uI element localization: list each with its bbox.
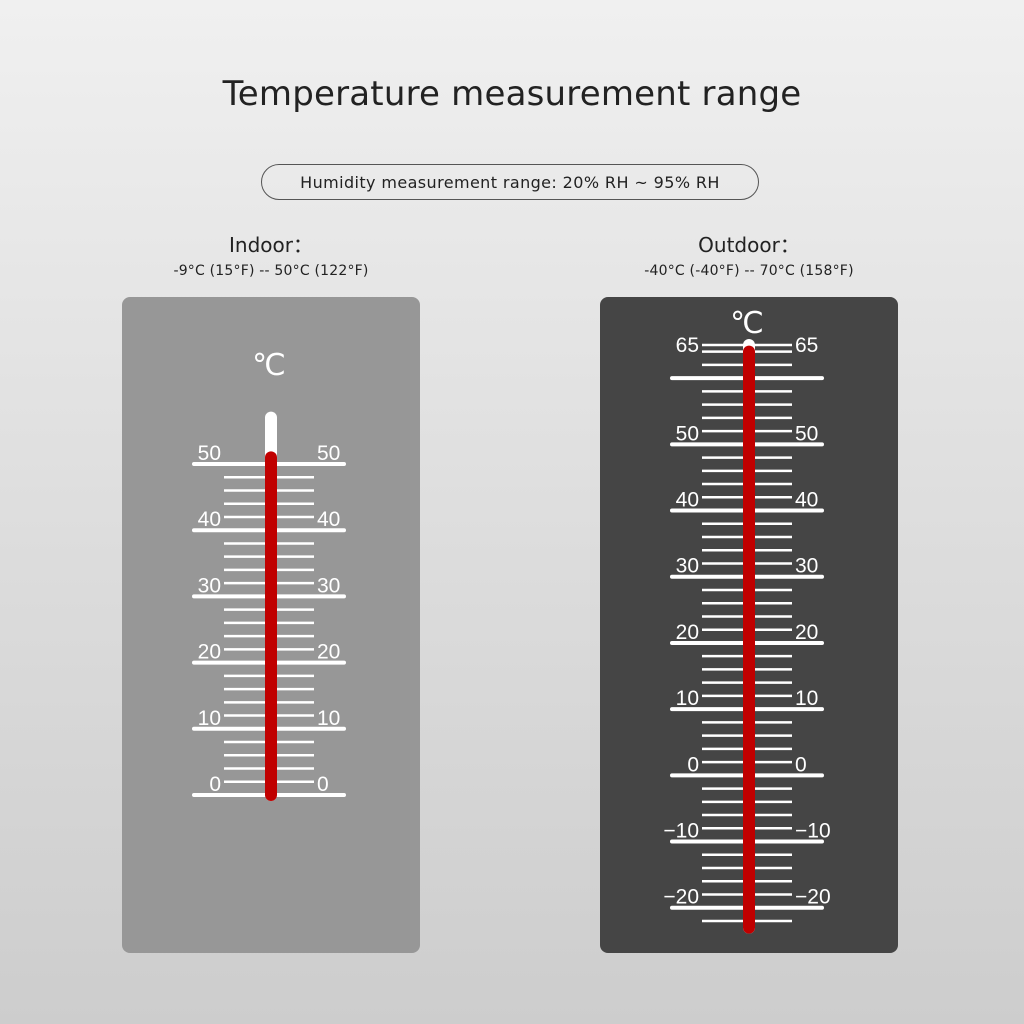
indoor-scale-label-left: 40 [198,508,221,531]
indoor-celsius-unit: ℃ [252,348,286,383]
outdoor-scale-label-left: −20 [663,886,699,909]
outdoor-scale-label-left: 10 [676,687,699,710]
outdoor-scale-label-left: 0 [687,753,699,776]
indoor-scale-label-right: 50 [317,442,340,465]
indoor-range: -9°C (15°F) -- 50°C (122°F) [173,263,369,279]
outdoor-scale-label-left: 50 [676,422,699,445]
outdoor-scale-label-left: 20 [676,621,699,644]
indoor-heading: Indoor： -9°C (15°F) -- 50°C (122°F) [121,233,421,281]
outdoor-scale-label-left: 65 [676,334,699,357]
indoor-mercury-column [265,451,277,801]
outdoor-scale-label-right: −10 [795,820,831,843]
outdoor-heading: Outdoor： -40°C (-40°F) -- 70°C (158°F) [599,233,899,281]
indoor-thermometer-panel: 50 50 40 40 30 30 20 20 10 10 0 0 ℃ [122,297,420,953]
indoor-scale-label-left: 30 [198,574,221,597]
outdoor-thermometer: 65 65 50 50 40 40 30 30 20 20 10 10 0 0 −10 −10 −20 −20 ℃ [663,306,831,934]
humidity-range-badge: Humidity measurement range: 20% RH ~ 95%… [261,164,759,200]
indoor-scale-label-right: 10 [317,707,340,730]
outdoor-scale-label-left: 30 [676,555,699,578]
outdoor-scale-label-right: 0 [795,753,807,776]
outdoor-range: -40°C (-40°F) -- 70°C (158°F) [644,263,854,279]
indoor-scale-label-left: 20 [198,641,221,664]
outdoor-scale-label-right: 30 [795,555,818,578]
outdoor-scale-label-right: 50 [795,422,818,445]
outdoor-scale-label-right: 20 [795,621,818,644]
outdoor-scale-label-left: 40 [676,489,699,512]
outdoor-scale-label-right: 65 [795,334,818,357]
indoor-scale-label-right: 40 [317,508,340,531]
outdoor-scale-label-right: −20 [795,886,831,909]
indoor-title: Indoor： [229,233,313,257]
outdoor-title: Outdoor： [698,233,800,257]
outdoor-scale-label-right: 10 [795,687,818,710]
indoor-thermometer: 50 50 40 40 30 30 20 20 10 10 0 0 ℃ [192,348,346,801]
outdoor-celsius-unit: ℃ [730,306,764,341]
page-title: Temperature measurement range [222,74,802,114]
indoor-scale-label-left: 10 [198,707,221,730]
outdoor-thermometer-panel: 65 65 50 50 40 40 30 30 20 20 10 10 0 0 −10 −10 −20 −20 ℃ [600,297,898,953]
indoor-scale-label-left: 50 [198,442,221,465]
indoor-scale-label-left: 0 [209,773,221,796]
outdoor-mercury-column [743,345,755,934]
outdoor-scale-label-right: 40 [795,489,818,512]
outdoor-scale-label-left: −10 [663,820,699,843]
indoor-scale-label-right: 20 [317,641,340,664]
indoor-scale-label-right: 0 [317,773,329,796]
indoor-scale-label-right: 30 [317,574,340,597]
